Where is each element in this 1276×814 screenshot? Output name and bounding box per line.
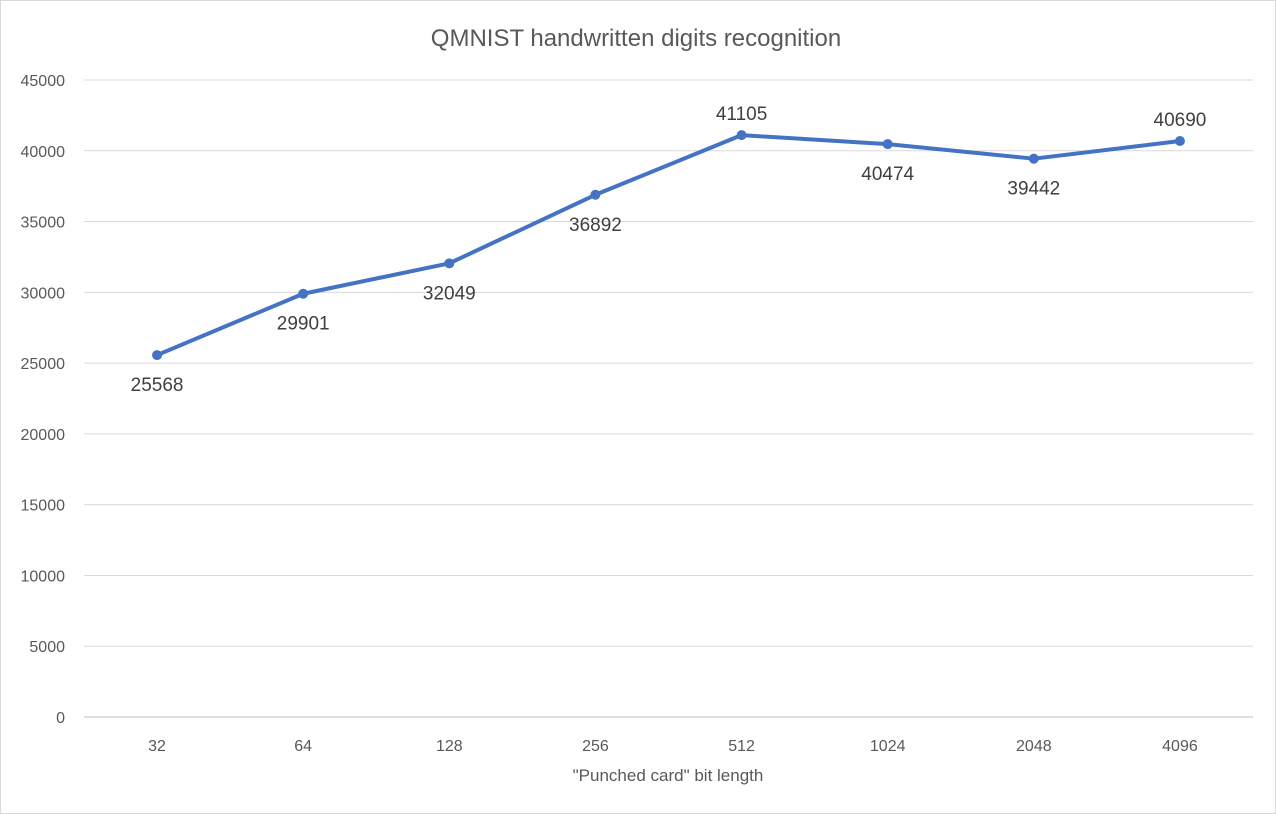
y-tick-label: 25000 (21, 356, 66, 373)
data-label: 32049 (423, 283, 476, 304)
data-point (152, 350, 163, 361)
x-tick-label: 4096 (1162, 738, 1198, 755)
data-label: 25568 (131, 375, 184, 396)
y-tick-label: 40000 (21, 144, 66, 161)
data-point (882, 139, 893, 150)
x-tick-label: 64 (294, 738, 312, 755)
data-label: 29901 (277, 314, 330, 335)
y-tick-label: 30000 (21, 285, 66, 302)
data-label: 36892 (569, 215, 622, 236)
data-labels: 25568 29901 32049 36892 41105 40474 39442 40690 (131, 104, 1207, 396)
data-point (590, 189, 601, 200)
data-label: 40474 (861, 164, 914, 185)
y-axis-tick-labels: 0 5000 10000 15000 20000 25000 30000 35000 40000… (21, 73, 66, 727)
data-point (1028, 153, 1039, 164)
y-tick-label: 45000 (21, 73, 66, 90)
y-tick-label: 5000 (29, 639, 65, 656)
x-axis-tick-labels: 32 64 128 256 512 1024 2048 4096 (148, 738, 1198, 755)
chart-title: QMNIST handwritten digits recognition (431, 25, 841, 52)
x-tick-label: 2048 (1016, 738, 1052, 755)
series-layer (152, 130, 1185, 361)
data-point (1174, 136, 1185, 147)
x-tick-label: 128 (436, 738, 463, 755)
gridlines (84, 79, 1253, 718)
y-tick-label: 20000 (21, 427, 66, 444)
y-tick-label: 35000 (21, 215, 66, 232)
y-tick-label: 15000 (21, 498, 66, 515)
y-tick-label: 10000 (21, 568, 66, 585)
x-axis-title: "Punched card" bit length (573, 766, 764, 785)
data-point (298, 288, 309, 299)
series-line (155, 133, 1182, 358)
x-tick-label: 1024 (870, 738, 906, 755)
x-tick-label: 256 (582, 738, 609, 755)
data-point (444, 258, 455, 269)
y-tick-label: 0 (56, 710, 65, 727)
x-tick-label: 512 (728, 738, 755, 755)
data-label: 41105 (716, 104, 767, 125)
data-label: 39442 (1007, 179, 1060, 200)
data-label: 40690 (1154, 110, 1207, 131)
data-point (736, 130, 747, 141)
x-tick-label: 32 (148, 738, 166, 755)
